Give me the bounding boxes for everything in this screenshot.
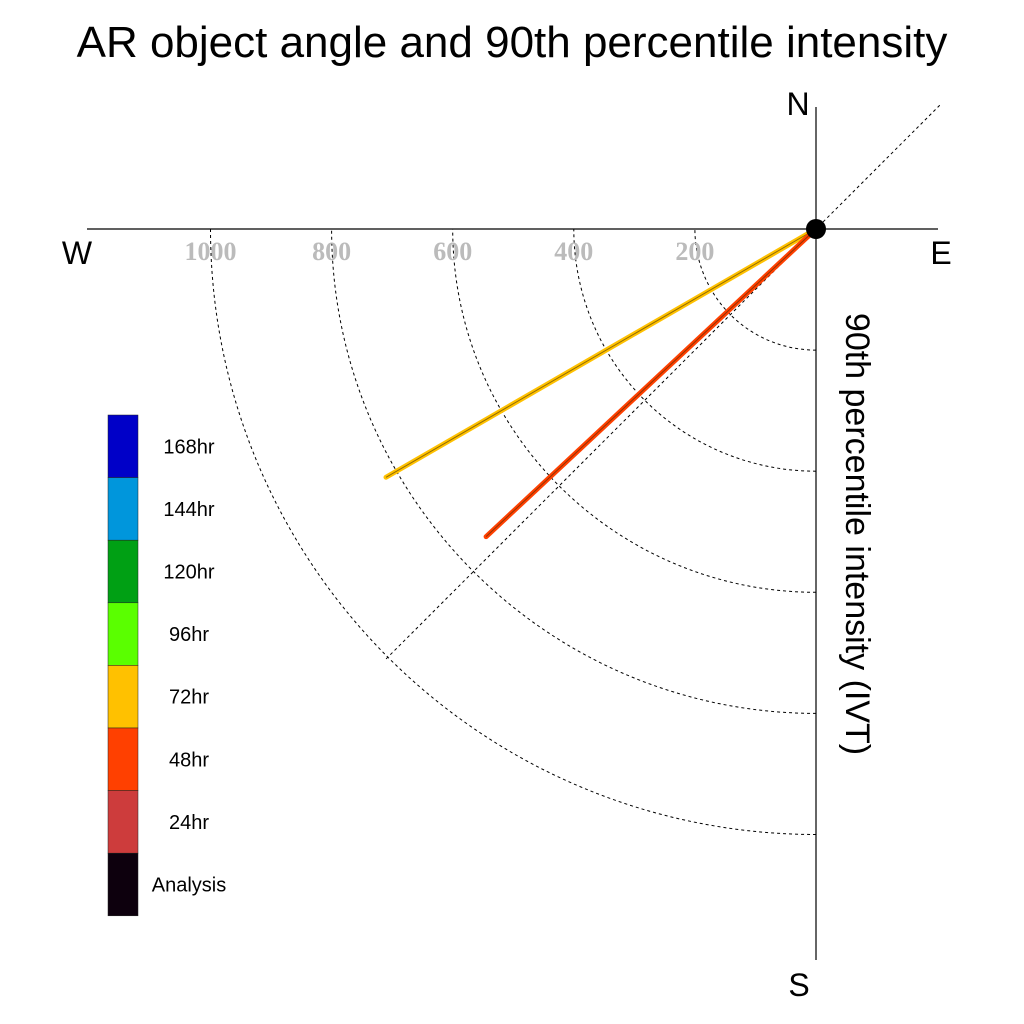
intensity-ring [573,228,817,472]
reference-angle-line [384,104,941,661]
legend-swatch [107,790,139,854]
legend-swatch [107,539,139,604]
intensity-ring [452,228,817,593]
legend: 168hr 144hr 120hr 96hr 72hr 48hr 24hr Analysis [107,414,226,917]
compass-west-label: W [62,235,93,271]
legend-label: 48hr [169,749,209,771]
legend-swatch [107,727,139,791]
legend-label: 24hr [169,812,209,834]
intensity-ring [331,228,817,714]
legend-label: 168hr [163,436,214,458]
ring-tick-label: 1000 [185,237,237,266]
legend-swatch [107,665,139,729]
legend-label: 120hr [163,562,214,584]
legend-label: Analysis [152,875,226,897]
ring-tick-label: 600 [433,237,472,266]
compass-north-label: N [786,86,809,122]
chart-title: AR object angle and 90th percentile inte… [77,18,948,67]
legend-swatch [107,602,139,666]
compass-east-label: E [930,235,951,271]
intensity-ring [694,228,817,351]
ring-labels: 1000 800 600 400 200 [185,237,715,266]
legend-swatch [107,414,139,478]
series-line-core-48hr [485,228,817,538]
compass-south-label: S [788,967,809,1003]
legend-label: 72hr [169,687,209,709]
series-layer [383,226,819,540]
legend-label: 96hr [169,624,209,646]
legend-swatch [107,477,139,541]
origin-marker [806,219,826,239]
radial-axis-label: 90th percentile intensity (IVT) [838,313,876,755]
series-line-core-72hr [385,228,817,478]
legend-swatch [107,852,139,917]
legend-label: 144hr [163,499,214,521]
ring-tick-label: 400 [554,237,593,266]
ring-tick-label: 200 [675,237,714,266]
ring-tick-label: 800 [312,237,351,266]
